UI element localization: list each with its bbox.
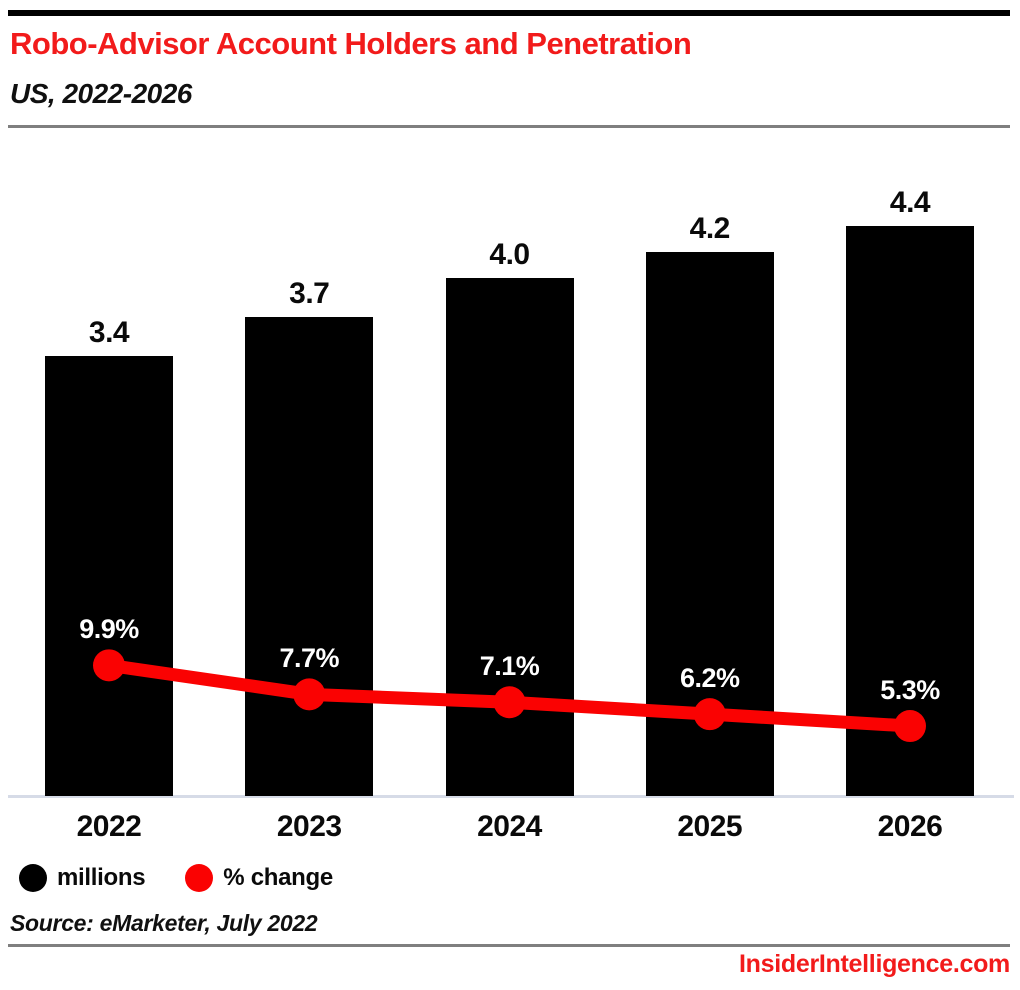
pct-change-legend-dot-icon <box>185 864 214 892</box>
bar-2024 <box>445 278 574 796</box>
page-title: Robo-Advisor Account Holders and Penetra… <box>10 26 692 61</box>
x-axis-label-2022: 2022 <box>76 810 142 843</box>
bar-value-label-2022: 3.4 <box>88 315 130 349</box>
header-divider-line <box>8 125 1010 128</box>
millions-legend-dot-icon <box>19 864 47 892</box>
pct-label-2022: 9.9% <box>79 614 139 645</box>
bar-2026 <box>846 226 974 796</box>
bar-2023 <box>245 316 374 796</box>
x-axis-label-2026: 2026 <box>877 810 943 843</box>
pct-label-2026: 5.3% <box>880 675 940 706</box>
pct-label-2024: 7.1% <box>479 651 540 682</box>
source-note: Source: eMarketer, July 2022 <box>10 910 318 936</box>
pct-label-2023: 7.7% <box>279 643 340 674</box>
bar-2022 <box>45 355 173 796</box>
bar-2025 <box>645 252 774 796</box>
bar-value-label-2026: 4.4 <box>889 186 931 220</box>
bar-value-label-2023: 3.7 <box>289 276 330 310</box>
legend-label-pct-change: % change <box>223 864 333 891</box>
page-subtitle: US, 2022-2026 <box>10 78 192 109</box>
combo-chart: 3.4 2022 9.9% 3.7 2023 7.7% 4.0 2024 7.1% 4.2 2025… <box>0 130 1020 850</box>
x-axis-label-2024: 2024 <box>477 810 542 843</box>
x-axis-label-2023: 2023 <box>276 810 342 843</box>
top-accent-bar <box>8 10 1010 16</box>
x-axis-baseline <box>8 795 1014 798</box>
bar-value-label-2025: 4.2 <box>689 212 731 246</box>
legend-item-millions: millions <box>19 864 146 892</box>
bar-value-label-2024: 4.0 <box>489 238 530 271</box>
x-axis-label-2025: 2025 <box>677 810 743 843</box>
legend-label-millions: millions <box>57 864 146 891</box>
footer-divider-line <box>8 944 1010 947</box>
brand-link[interactable]: InsiderIntelligence.com <box>739 950 1010 978</box>
chart-legend: millions % change <box>19 864 333 892</box>
pct-label-2025: 6.2% <box>679 663 740 694</box>
legend-item-pct-change: % change <box>185 864 333 892</box>
